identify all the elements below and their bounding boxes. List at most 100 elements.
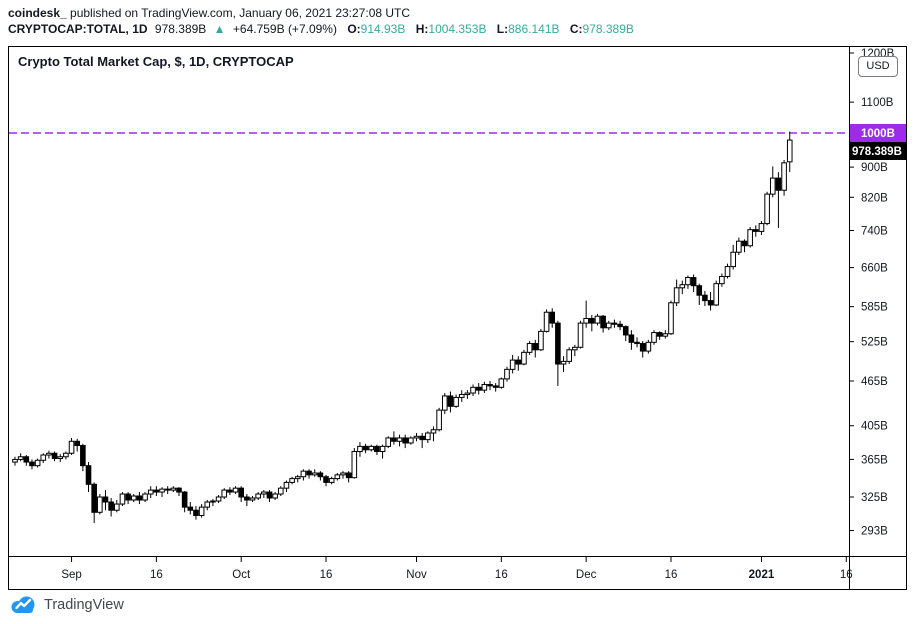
chart-frame: 1200B 1100B 900B 820B 740B 660B 585B 525B 465B 40… bbox=[8, 46, 907, 590]
candle bbox=[300, 470, 307, 478]
candle bbox=[464, 392, 471, 395]
candle bbox=[577, 322, 584, 348]
candle bbox=[425, 432, 431, 441]
candle bbox=[46, 452, 52, 456]
candle bbox=[345, 472, 352, 479]
candle bbox=[255, 493, 261, 499]
candle bbox=[453, 396, 459, 407]
candle bbox=[119, 493, 126, 505]
candle bbox=[153, 489, 160, 493]
candle bbox=[351, 451, 358, 479]
high-label: H: bbox=[415, 22, 429, 36]
candle bbox=[368, 445, 375, 451]
candle bbox=[74, 440, 81, 447]
candle bbox=[362, 445, 369, 451]
y-axis-label: 1100B bbox=[861, 97, 894, 109]
candle bbox=[702, 294, 708, 302]
candle bbox=[781, 162, 787, 191]
candle bbox=[357, 445, 363, 453]
candle bbox=[29, 461, 35, 467]
candle bbox=[113, 503, 120, 511]
candle bbox=[323, 476, 329, 483]
candle bbox=[385, 437, 392, 447]
candle bbox=[23, 456, 30, 463]
open-value: 914.93B bbox=[360, 22, 406, 36]
candle bbox=[538, 330, 544, 351]
currency-toggle-button[interactable]: USD bbox=[858, 56, 898, 77]
candle bbox=[758, 223, 765, 232]
change-text: +64.759B (+7.09%) bbox=[232, 22, 337, 36]
candle bbox=[402, 437, 408, 444]
tradingview-logo[interactable]: TradingView bbox=[10, 594, 124, 615]
x-axis-label: Dec bbox=[576, 569, 597, 581]
candle bbox=[187, 506, 194, 511]
candle bbox=[475, 386, 482, 391]
last-value: 978.389B bbox=[154, 22, 207, 36]
y-axis-label: 820B bbox=[861, 192, 888, 204]
candle bbox=[504, 368, 510, 380]
candle bbox=[413, 435, 420, 439]
candle bbox=[63, 452, 69, 458]
candle bbox=[130, 495, 137, 501]
candle bbox=[764, 193, 770, 225]
candle bbox=[34, 459, 41, 467]
candle bbox=[583, 317, 589, 324]
candle bbox=[340, 472, 346, 476]
candle bbox=[600, 315, 606, 329]
y-axis-label: 525B bbox=[861, 337, 888, 349]
candle bbox=[622, 326, 629, 336]
y-axis-label: 585B bbox=[861, 302, 888, 314]
candle bbox=[91, 483, 97, 513]
candle bbox=[198, 506, 205, 516]
y-axis-label: 405B bbox=[861, 421, 888, 433]
candle bbox=[617, 323, 623, 328]
candle bbox=[244, 496, 250, 501]
high-value: 1004.353B bbox=[428, 22, 487, 36]
candle bbox=[12, 458, 18, 463]
candle bbox=[68, 440, 75, 454]
candle bbox=[441, 395, 448, 411]
candle bbox=[306, 470, 312, 476]
byline: coindesk_ published on TradingView.com, … bbox=[8, 6, 410, 20]
candle bbox=[481, 383, 488, 391]
candle bbox=[719, 276, 725, 285]
candle bbox=[97, 496, 103, 513]
candle bbox=[651, 332, 657, 343]
low-label: L: bbox=[496, 22, 509, 36]
candle bbox=[317, 472, 324, 478]
candle bbox=[656, 332, 663, 337]
logo-text: TradingView bbox=[44, 596, 124, 613]
candle bbox=[374, 445, 380, 453]
candle bbox=[549, 311, 556, 324]
candle bbox=[679, 284, 686, 289]
candle bbox=[521, 351, 527, 365]
candle bbox=[662, 333, 669, 337]
candle bbox=[204, 501, 211, 508]
candle bbox=[215, 496, 222, 502]
symbol-name: CRYPTOCAP:TOTAL, 1D bbox=[8, 22, 148, 36]
candle bbox=[753, 229, 759, 232]
candle bbox=[639, 343, 646, 352]
candle bbox=[498, 378, 505, 388]
x-axis-label: Nov bbox=[406, 569, 427, 581]
candle bbox=[594, 315, 601, 324]
candle bbox=[277, 487, 284, 495]
author-name: coindesk_ bbox=[8, 6, 67, 20]
candle bbox=[509, 359, 516, 370]
candlestick-chart[interactable]: 1200B1100B900B820B740B660B585B525B465B40… bbox=[9, 47, 906, 589]
low-value: 886.141B bbox=[508, 22, 560, 36]
candle bbox=[628, 334, 635, 343]
candle bbox=[673, 287, 680, 304]
candle bbox=[775, 177, 782, 191]
candle bbox=[266, 491, 273, 499]
candle bbox=[470, 386, 476, 394]
candle bbox=[543, 311, 550, 332]
candle bbox=[560, 360, 567, 365]
candle bbox=[159, 488, 165, 493]
x-axis-label: 16 bbox=[320, 569, 333, 581]
candle bbox=[515, 359, 522, 365]
candle bbox=[40, 454, 47, 461]
y-axis-label: 325B bbox=[861, 492, 888, 504]
x-axis-label: Oct bbox=[232, 569, 251, 581]
up-arrow-icon: ▲ bbox=[213, 22, 226, 36]
